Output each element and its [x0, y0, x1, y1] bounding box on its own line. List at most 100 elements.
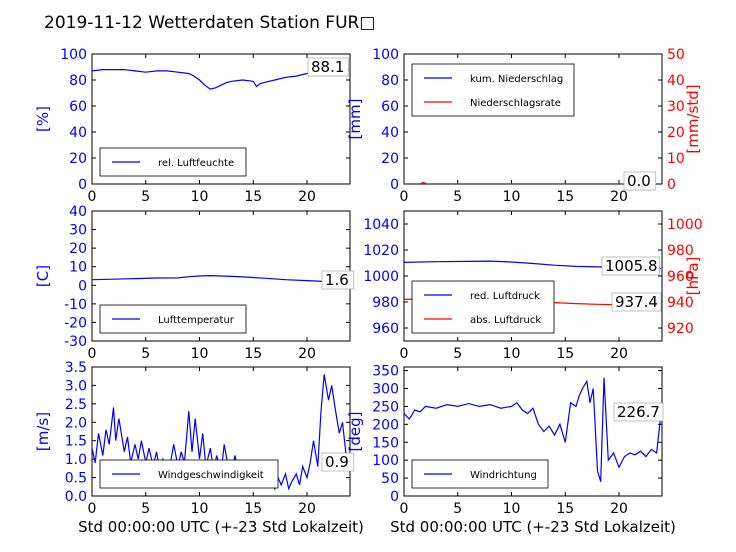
y2-tick-label: 960 [667, 269, 694, 285]
x-tick-label: 10 [503, 189, 521, 205]
panel-temperature: 0 5 10 15 20 -30 -20 -10 0 10 20 30 40 [C] Lufttempera… [34, 204, 355, 362]
y2-tick-label: 940 [667, 295, 694, 311]
y-tick-label: 0 [78, 177, 87, 193]
value-annotation-box [623, 171, 657, 191]
figure-title: 2019-11-12 Wetterdaten Station FUR□ [44, 13, 375, 33]
y2-axis-label: [hPa] [684, 257, 702, 296]
y-tick-label: 250 [372, 399, 399, 415]
x-tick-label: 15 [556, 189, 574, 205]
legend-box [99, 147, 247, 177]
y-tick-label: 1040 [363, 217, 399, 233]
y-tick-label: 1.5 [65, 434, 87, 450]
x-tick-label: 5 [453, 346, 462, 362]
y-axis-label: [mm] [346, 99, 364, 140]
y2-axis-label: [mm/std] [684, 84, 702, 153]
x-tick-label: 10 [503, 346, 521, 362]
series-line-niederschlagsrate [404, 181, 662, 184]
y-tick-label: 200 [372, 417, 399, 433]
y2-tick-label: 0 [667, 177, 676, 193]
y-tick-label: 150 [372, 435, 399, 451]
y-tick-label: 0 [390, 177, 399, 193]
x-tick-label: 15 [556, 346, 574, 362]
y2-tick-label: 1000 [667, 217, 703, 233]
y2-tick-label: 10 [667, 151, 685, 167]
value-annotation: 226.7 [617, 403, 660, 421]
y-tick-label: 40 [381, 125, 399, 141]
x-tick-label: 20 [610, 189, 628, 205]
value-annotation: 0.9 [325, 453, 349, 471]
series-line-lufttemperatur [92, 274, 349, 283]
x-axis-label-right: Std 00:00:00 UTC (+-23 Std Lokalzeit) [390, 518, 676, 536]
x-tick-label: 5 [141, 346, 150, 362]
x-tick-label: 15 [244, 501, 262, 517]
y2-tick-label: 50 [667, 47, 685, 63]
x-tick-label: 15 [244, 346, 262, 362]
panel-precip: 0 5 10 15 20 0 20 40 60 80 100 0 10 20 30 40 50 [mm/std] [… [346, 47, 702, 205]
y-tick-label: -20 [64, 315, 87, 331]
x-tick-label: 0 [400, 189, 409, 205]
y-tick-label: 300 [372, 382, 399, 398]
y-tick-label: 20 [69, 151, 87, 167]
x-tick-label: 5 [453, 501, 462, 517]
y-tick-label: 0.5 [65, 471, 87, 487]
panel-wind-direction: 0 5 10 15 20050100150200250300350[deg]Windri… [346, 364, 664, 517]
legend-label: Windrichtung [470, 470, 537, 481]
x-tick-label: 10 [191, 189, 209, 205]
x-tick-label: 5 [453, 189, 462, 205]
y-tick-label: 10 [69, 260, 87, 276]
y-axis-label: [m/s] [34, 412, 52, 451]
y-tick-label: 40 [69, 125, 87, 141]
panel-humidity: 0 5 10 15 20 0 20 40 60 80 100 [%] rel. Luftfeuchte 8… [34, 47, 351, 205]
x-tick-label: 20 [298, 501, 316, 517]
y-tick-label: 980 [372, 295, 399, 311]
legend-label: red. Luftdruck [470, 291, 540, 302]
series-line-rel-luftfeuchte [92, 68, 349, 90]
x-tick-label: 15 [244, 189, 262, 205]
x-tick-label: 20 [610, 346, 628, 362]
y-tick-label: 20 [69, 241, 87, 257]
y-tick-label: 1000 [363, 269, 399, 285]
legend-label: Niederschlagsrate [470, 98, 561, 109]
value-annotation-box [611, 292, 662, 312]
y-tick-label: 350 [372, 364, 399, 380]
legend-label: rel. Luftfeuchte [158, 158, 234, 169]
y-tick-label: 60 [69, 99, 87, 115]
panel-pressure: 0 5 10 15 20 960 980 1000 1020 1040 920 940 960 980 10… [363, 210, 703, 362]
y-tick-label: 80 [381, 73, 399, 89]
y-tick-label: 50 [381, 471, 399, 487]
y-tick-label: 2.5 [65, 397, 87, 413]
value-annotation-box [613, 402, 664, 422]
y2-tick-label: 980 [667, 243, 694, 259]
y-tick-label: 1.0 [65, 452, 87, 468]
x-tick-label: 0 [88, 189, 97, 205]
y-tick-label: 3.5 [65, 360, 87, 376]
legend-label: abs. Luftdruck [470, 315, 541, 326]
x-tick-label: 5 [141, 501, 150, 517]
value-annotation-box [307, 57, 349, 77]
x-tick-label: 10 [191, 346, 209, 362]
y-tick-label: 0 [390, 489, 399, 505]
value-annotation-box [321, 270, 355, 290]
y-tick-label: 20 [381, 151, 399, 167]
value-annotation: 1005.8 [605, 257, 658, 275]
legend-label: kum. Niederschlag [470, 74, 563, 85]
panel-wind-speed: 0 5 10 15 20 0.0 0.5 1.0 1.5 2.0 2.5 3.0 3.5 [m/s] Win… [34, 360, 355, 517]
x-tick-label: 20 [610, 501, 628, 517]
x-tick-label: 0 [400, 501, 409, 517]
x-axis-label-left: Std 00:00:00 UTC (+-23 Std Lokalzeit) [78, 518, 364, 536]
value-annotation: 88.1 [311, 58, 344, 76]
y2-tick-label: 40 [667, 73, 685, 89]
y-tick-label: 100 [372, 47, 399, 63]
x-tick-label: 20 [298, 346, 316, 362]
x-tick-label: 0 [88, 346, 97, 362]
x-tick-label: 0 [400, 346, 409, 362]
y-tick-label: 100 [60, 47, 87, 63]
y-axis-label: [deg] [346, 412, 364, 452]
y-tick-label: -10 [64, 297, 87, 313]
legend-box [411, 63, 575, 117]
x-tick-label: 5 [141, 189, 150, 205]
y-tick-label: 2.0 [65, 415, 87, 431]
y-tick-label: 0 [78, 278, 87, 294]
y2-tick-label: 920 [667, 321, 694, 337]
